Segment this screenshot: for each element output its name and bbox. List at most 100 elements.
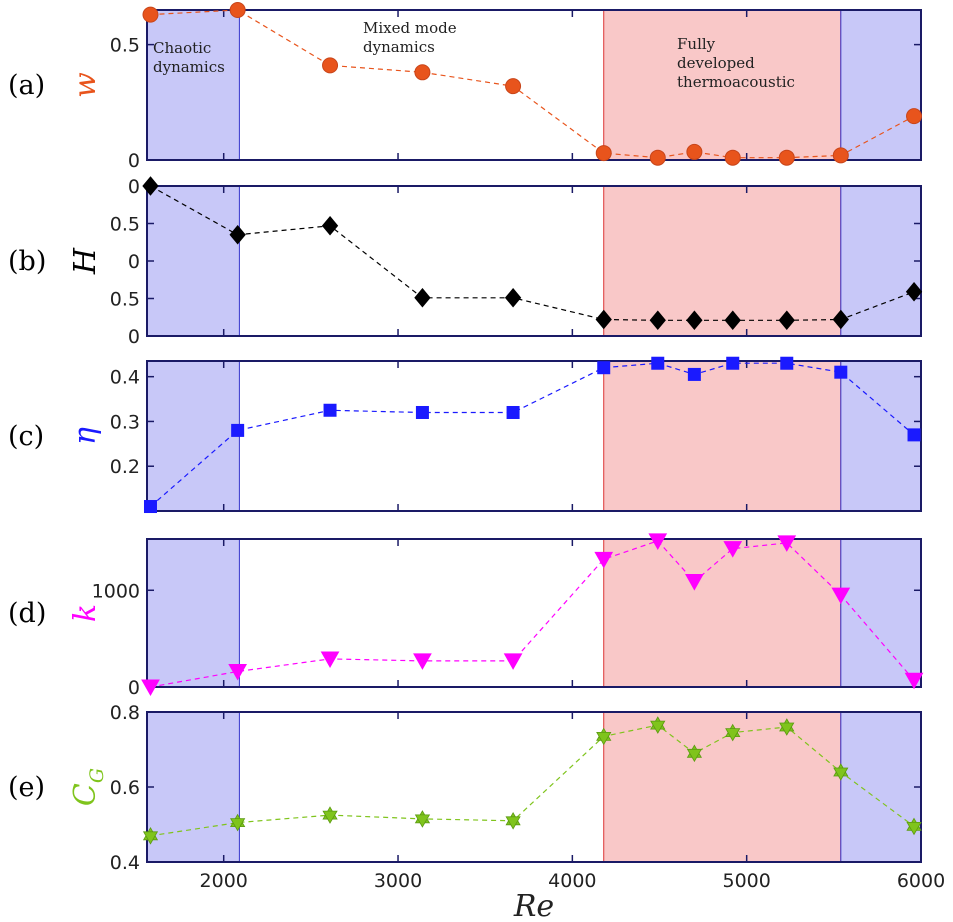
y-tick-label: 0.6 [110,777,140,799]
data-point [725,723,741,742]
data-point [649,149,666,166]
data-point [779,718,795,736]
data-point [906,817,922,836]
region-chaotic [146,360,240,512]
axes-frame [146,538,922,688]
y-tick-label: 0.5 [110,35,140,57]
data-point [648,533,668,550]
y-tick-label: 0 [128,251,140,273]
region-right_chaotic [840,185,922,337]
data-point [778,149,795,166]
data-point [142,176,159,196]
data-point [904,672,924,690]
region-fully_developed [603,711,842,863]
region-chaotic [146,9,240,161]
y-tick-label: 0.4 [110,852,140,874]
data-point [724,310,741,331]
y-tick-label: 0.3 [110,411,140,433]
data-point [723,541,743,558]
y-tick-label: 0 [128,176,140,198]
region-label-fully_developed-0: Fully [677,35,716,53]
data-point [686,143,703,160]
data-point [778,310,795,331]
y-tick-label: 0.8 [110,702,140,724]
axes-frame [146,9,922,161]
axes-frame [146,360,922,512]
data-point [594,551,614,569]
y-tick-label: 0.4 [110,367,140,389]
data-point [687,367,701,381]
region-label-chaotic-0: Chaotic [153,39,211,57]
y-tick-label: 0.2 [110,456,140,478]
panel-label: (b) [8,246,46,277]
region-chaotic [146,538,240,688]
region-label-mixed-0: Mixed mode [363,19,457,37]
y-axis-label: H [68,247,103,275]
data-point [229,224,246,245]
data-point [228,664,248,681]
data-point [686,744,702,763]
y-tick-label: 0.5 [110,289,140,311]
data-point [229,2,246,18]
data-point [414,810,431,828]
data-point [834,365,848,379]
data-point [322,57,339,74]
data-point [142,6,159,23]
panel-label: (c) [8,421,44,452]
region-fully_developed [603,185,842,337]
series-line [150,185,915,321]
x-tick-label: 6000 [897,870,945,892]
data-point [597,361,611,375]
data-point [651,356,665,370]
data-point [777,535,797,552]
y-tick-label: 0.5 [110,214,140,236]
region-fully_developed [603,538,842,688]
series-line [150,9,915,159]
y-axis-label: η [68,427,103,445]
region-label-fully_developed-2: thermoacoustic [677,73,795,91]
x-axis-label: Re [513,889,554,922]
panel-label: (d) [8,598,46,629]
y-tick-label: 0 [128,150,140,172]
panel-d: 0 1000 (d) k [8,533,924,699]
data-point [833,763,849,781]
data-point [724,149,741,166]
x-tick-label: 2000 [200,870,248,892]
x-tick-label: 5000 [722,870,770,892]
series-line [150,724,915,837]
panel-label: (a) [8,70,45,101]
data-point [143,500,157,514]
x-tick-label: 4000 [548,870,596,892]
data-point [231,423,245,437]
y-tick-label: 0 [128,326,140,348]
region-chaotic [146,711,240,863]
region-right_chaotic [840,538,922,688]
panel-e: 0.4 0.6 0.8 (e) CG [8,702,922,874]
data-point [320,651,340,668]
y-tick-label: 1000 [92,580,140,602]
region-fully_developed [603,9,842,161]
data-point [414,64,431,81]
data-point [685,574,704,591]
region-right_chaotic [840,9,922,161]
data-point [414,287,431,308]
data-point [726,356,740,370]
y-axis-label: k [68,604,103,622]
data-point [322,806,338,824]
data-point [503,653,523,670]
data-point [906,108,923,125]
data-point [649,310,666,331]
data-point [780,356,794,370]
region-chaotic [146,185,240,337]
y-axis-label: CG [68,768,108,806]
data-point [905,281,923,302]
data-point [504,287,522,308]
data-point [505,78,522,95]
x-tick-label: 3000 [374,870,422,892]
region-right_chaotic [840,711,922,863]
region-label-fully_developed-1: developed [677,54,755,72]
data-point [595,309,612,330]
data-point [321,215,339,236]
region-label-mixed-1: dynamics [363,38,435,56]
